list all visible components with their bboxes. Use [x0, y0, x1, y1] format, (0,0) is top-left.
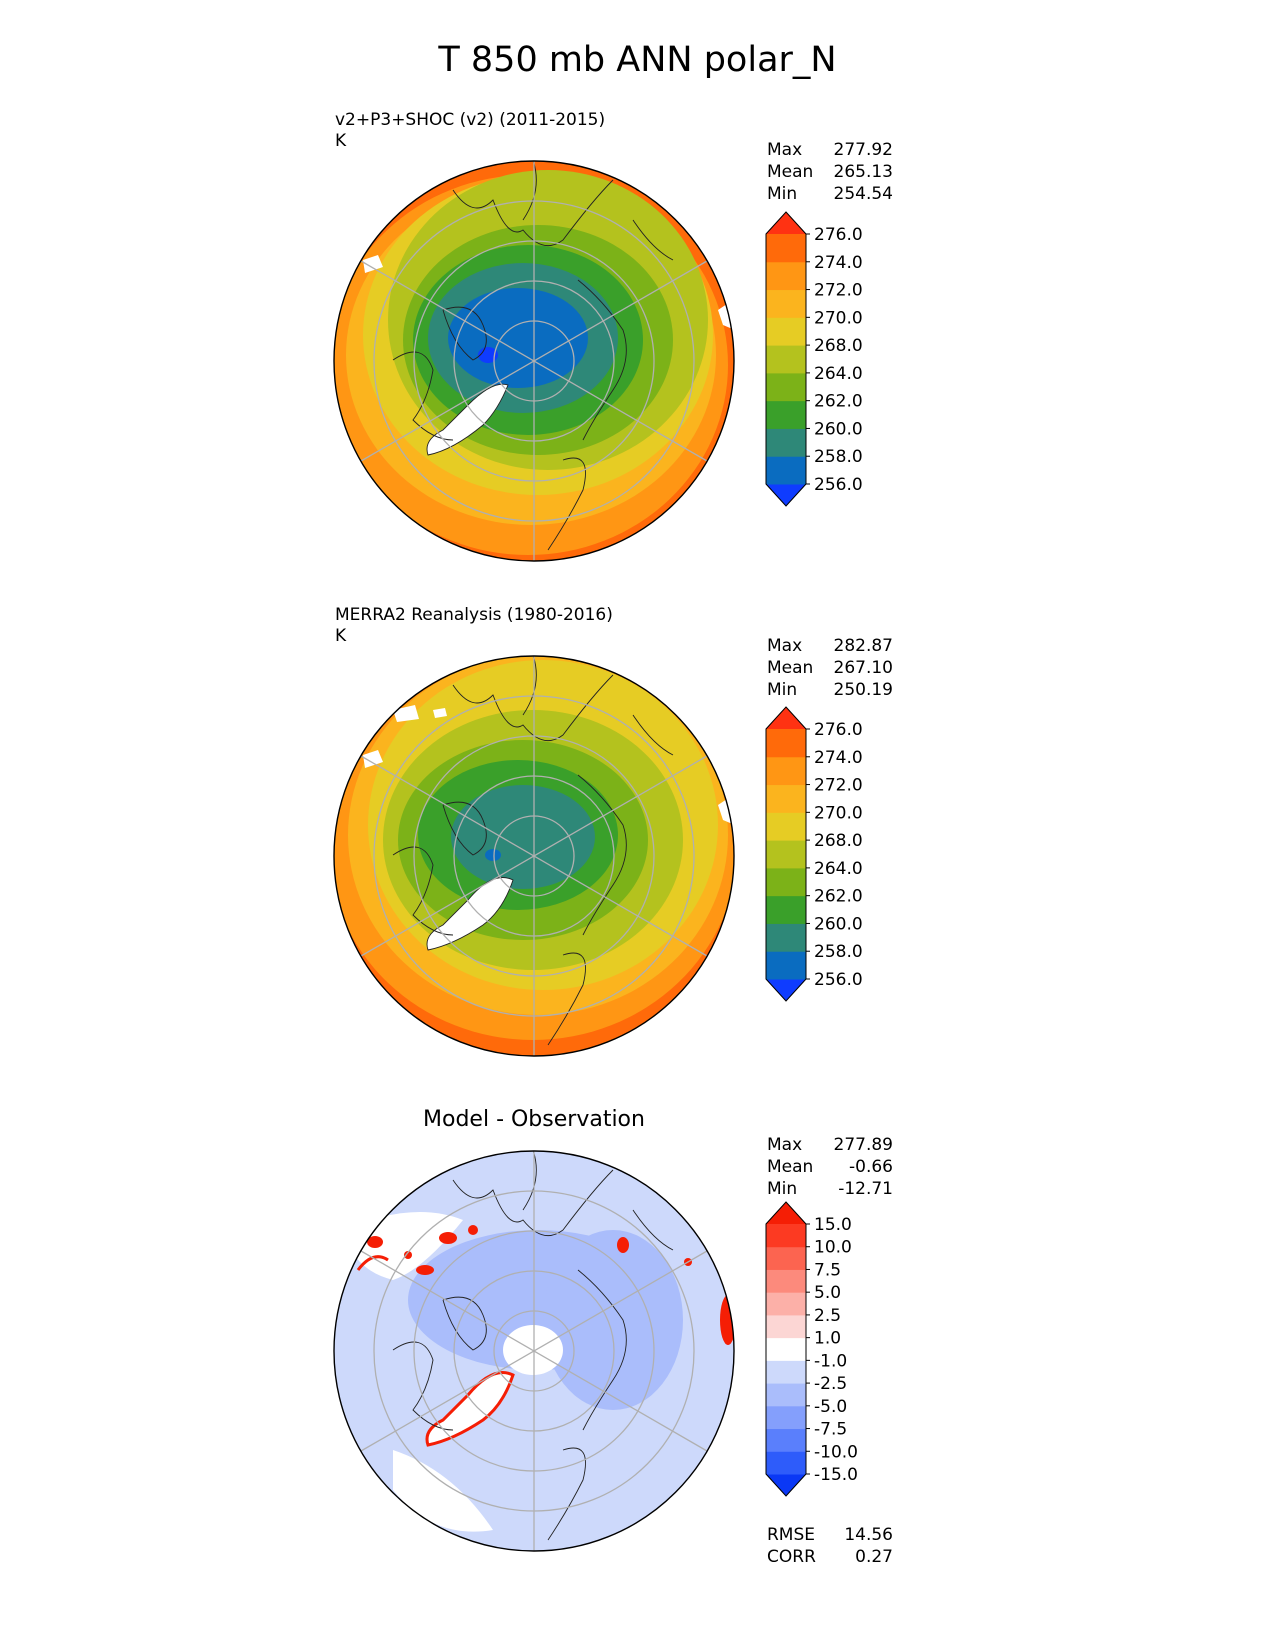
panel-2-label: MERRA2 Reanalysis (1980-2016) K — [335, 605, 613, 647]
panel-3-colorbar: -15.0 -10.0-7.5 -5.0 -2.5 -1.01.0 2.5 5.0 7.510… — [765, 1201, 858, 1497]
colorbar-segment — [766, 707, 806, 729]
panel-1-title: v2+P3+SHOC (v2) (2011-2015) — [335, 110, 606, 130]
colorbar-segment — [766, 317, 806, 346]
colorbar-tick-label: 15.0 — [814, 1215, 852, 1235]
colorbar-tick-label: 7.5 — [814, 1260, 841, 1280]
colorbar-tick-label: 10.0 — [814, 1238, 852, 1258]
colorbar-segment — [766, 1269, 806, 1293]
panel-2-title: MERRA2 Reanalysis (1980-2016) — [335, 605, 613, 625]
colorbar-segment — [766, 1314, 806, 1339]
colorbar-segment — [766, 289, 806, 318]
colorbar-segment — [766, 1383, 806, 1407]
colorbar-segment — [766, 729, 806, 758]
colorbar-segment — [766, 1292, 806, 1316]
panel-3-metrics: RMSE 14.56 CORR 0.27 — [767, 1524, 893, 1568]
colorbar-tick-label: 260.0 — [814, 419, 863, 439]
colorbar-segment — [766, 372, 806, 402]
figure-title: T 850 mb ANN polar_N — [438, 40, 837, 80]
panel-1-colorbar: 256.0 258.0 260.0 262.0 264.0 268.0 270.0 272.0… — [765, 211, 863, 507]
colorbar-segment — [766, 1405, 806, 1430]
colorbar-tick-label: -1.0 — [814, 1351, 847, 1371]
colorbar-segment — [766, 456, 806, 485]
colorbar-segment — [766, 234, 806, 263]
colorbar-tick-label: 276.0 — [814, 720, 863, 740]
colorbar-tick-label: 264.0 — [814, 859, 863, 879]
colorbar-segment — [766, 784, 806, 813]
colorbar-segment — [766, 895, 806, 924]
colorbar-tick-label: 258.0 — [814, 942, 863, 962]
corr-value: 0.27 — [855, 1547, 893, 1567]
panel-1-label: v2+P3+SHOC (v2) (2011-2015) K — [335, 110, 605, 152]
colorbar-tick-label: 272.0 — [814, 776, 863, 796]
panel-3-title: Model - Observation — [423, 1107, 645, 1132]
colorbar-tick-label: 256.0 — [814, 970, 863, 990]
colorbar-tick-label: -2.5 — [814, 1374, 847, 1394]
rmse-value: 14.56 — [844, 1525, 893, 1545]
colorbar-tick-label: 264.0 — [814, 364, 863, 384]
colorbar-tick-label: 270.0 — [814, 803, 863, 823]
colorbar-segment — [766, 484, 806, 506]
colorbar-segment — [766, 867, 806, 897]
colorbar-segment — [766, 428, 806, 457]
corr-label: CORR — [767, 1547, 816, 1567]
panel-2-colorbar: 256.0 258.0 260.0 262.0 264.0 268.0 270.0 272.0… — [765, 706, 863, 1002]
colorbar-tick-label: 2.5 — [814, 1306, 841, 1326]
panel-1-units: K — [335, 131, 347, 151]
colorbar-tick-label: 262.0 — [814, 887, 863, 907]
colorbar-segment — [766, 345, 806, 374]
colorbar-segment — [766, 1474, 806, 1496]
colorbar-tick-label: 270.0 — [814, 308, 863, 328]
colorbar-segment — [766, 261, 806, 291]
colorbar-tick-label: -15.0 — [814, 1465, 858, 1485]
colorbar-segment — [766, 923, 806, 952]
colorbar-segment — [766, 951, 806, 980]
colorbar-tick-label: 260.0 — [814, 914, 863, 934]
colorbar-segment — [766, 840, 806, 869]
panel-3-polar-map — [333, 1150, 735, 1552]
colorbar-segment — [766, 1202, 806, 1224]
colorbar-segment — [766, 979, 806, 1001]
colorbar-tick-label: 276.0 — [814, 225, 863, 245]
colorbar-segment — [766, 1246, 806, 1270]
colorbar-segment — [766, 1337, 806, 1361]
colorbar-tick-label: 258.0 — [814, 447, 863, 467]
colorbar-tick-label: -5.0 — [814, 1397, 847, 1417]
colorbar-tick-label: -10.0 — [814, 1442, 858, 1462]
panel-3-stats: Max 277.89 Mean -0.66 Min -12.71 — [767, 1135, 893, 1199]
colorbar-segment — [766, 756, 806, 786]
colorbar-tick-label: 274.0 — [814, 253, 863, 273]
panel-1-stats: Max 277.92 Mean 265.13 Min 254.54 — [767, 140, 893, 204]
colorbar-tick-label: 256.0 — [814, 475, 863, 495]
colorbar-tick-label: 274.0 — [814, 748, 863, 768]
colorbar-tick-label: 268.0 — [814, 336, 863, 356]
panel-2-units: K — [335, 626, 347, 646]
colorbar-segment — [766, 1451, 806, 1475]
colorbar-tick-label: 262.0 — [814, 392, 863, 412]
panel-2-polar-map — [333, 655, 735, 1057]
colorbar-tick-label: -7.5 — [814, 1420, 847, 1440]
panel-2-stats: Max 282.87 Mean 267.10 Min 250.19 — [767, 636, 893, 700]
rmse-label: RMSE — [767, 1525, 816, 1545]
colorbar-segment — [766, 212, 806, 234]
colorbar-tick-label: 272.0 — [814, 281, 863, 301]
colorbar-tick-label: 268.0 — [814, 831, 863, 851]
panel-1-polar-map — [333, 160, 735, 562]
colorbar-segment — [766, 812, 806, 841]
colorbar-segment — [766, 1360, 806, 1384]
colorbar-tick-label: 5.0 — [814, 1283, 841, 1303]
colorbar-tick-label: 1.0 — [814, 1329, 841, 1349]
colorbar-segment — [766, 400, 806, 429]
colorbar-segment — [766, 1224, 806, 1248]
colorbar-segment — [766, 1428, 806, 1452]
